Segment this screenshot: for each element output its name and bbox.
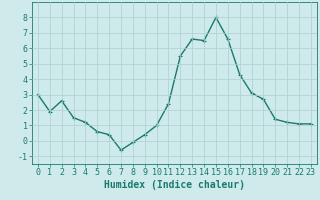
X-axis label: Humidex (Indice chaleur): Humidex (Indice chaleur) bbox=[104, 180, 245, 190]
